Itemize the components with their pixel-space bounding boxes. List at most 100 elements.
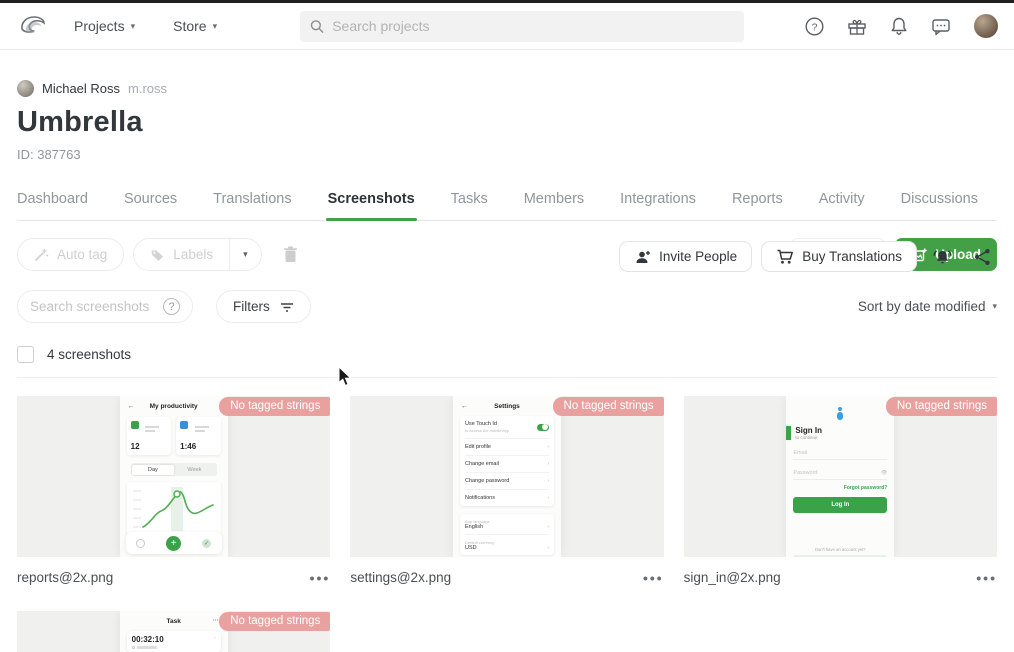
tag-icon <box>151 250 164 261</box>
card-menu-button[interactable]: ••• <box>309 569 331 586</box>
eye-icon: 👁 <box>880 470 888 476</box>
buy-translations-button[interactable]: Buy Translations <box>761 241 917 272</box>
help-icon: ? <box>805 16 824 36</box>
labels-button[interactable]: Labels <box>134 239 230 270</box>
screenshot-thumbnail[interactable]: Sign In to continue Email Password 👁 For… <box>683 396 997 557</box>
nav-projects[interactable]: Projects ▾ <box>74 18 135 34</box>
tab-tasks[interactable]: Tasks <box>450 191 488 207</box>
screenshot-filename[interactable]: reports@2x.png <box>17 570 114 585</box>
global-search[interactable] <box>300 10 744 42</box>
mock-title: Settings <box>494 403 520 410</box>
gift-icon <box>848 19 866 35</box>
screenshot-card-settings: ← Settings Use Touch Id to access the mo… <box>350 396 664 586</box>
filter-row: ? Filters Sort by date modified ▾ <box>17 290 997 323</box>
no-tagged-strings-badge: No tagged strings <box>219 612 331 631</box>
delete-button[interactable] <box>283 246 298 263</box>
messages-button[interactable] <box>931 17 951 36</box>
mock-title: Task <box>166 618 181 625</box>
search-icon <box>310 19 324 33</box>
crowdin-logo-icon[interactable] <box>16 13 46 39</box>
notifications-button[interactable] <box>890 16 908 36</box>
watch-project-button[interactable] <box>926 248 959 266</box>
labels-split-button: Labels ▾ <box>133 238 262 271</box>
top-navbar: Projects ▾ Store ▾ ? <box>0 3 1014 50</box>
chevron-down-icon: ▾ <box>243 249 248 259</box>
accent-bar <box>786 426 792 440</box>
owner-username: m.ross <box>128 81 168 96</box>
owner-avatar[interactable] <box>17 80 34 97</box>
screenshots-grid: ← My productivity 12 1:46 <box>17 396 997 652</box>
screenshot-filename[interactable]: settings@2x.png <box>350 570 452 585</box>
filters-button[interactable]: Filters <box>216 290 311 323</box>
signin-mock: Sign In to continue Email Password 👁 For… <box>786 396 895 557</box>
project-owner: Michael Ross m.ross <box>17 80 997 97</box>
sort-dropdown[interactable]: Sort by date modified ▾ <box>858 299 997 314</box>
card-menu-button[interactable]: ••• <box>642 569 664 586</box>
auto-tag-label: Auto tag <box>57 247 108 262</box>
screenshot-card-signin: Sign In to continue Email Password 👁 For… <box>683 396 997 586</box>
screenshot-count: 4 screenshots <box>47 347 132 362</box>
check-icon: ✓ <box>202 538 212 548</box>
sort-label: Sort by date modified <box>857 299 986 314</box>
search-help-icon[interactable]: ? <box>163 298 180 315</box>
screenshot-thumbnail[interactable]: Task ⋯ 00:32:10 › No tagged strings <box>17 611 331 652</box>
screenshot-filename[interactable]: sign_in@2x.png <box>683 570 781 585</box>
productivity-chart <box>126 482 221 536</box>
day-week-toggle: Day Week <box>130 463 217 476</box>
add-icon: + <box>166 535 182 551</box>
tab-integrations[interactable]: Integrations <box>620 191 696 207</box>
tab-sources[interactable]: Sources <box>123 191 178 207</box>
filter-icon <box>280 302 293 312</box>
screenshot-search[interactable]: ? <box>17 290 193 323</box>
bell-icon <box>891 17 907 35</box>
auto-tag-button[interactable]: Auto tag <box>17 238 125 271</box>
nav-store-label: Store <box>173 18 207 34</box>
login-button-mock: Log In <box>793 497 888 513</box>
invite-people-button[interactable]: Invite People <box>619 241 753 272</box>
mock-bottom-bar: + ✓ <box>125 532 222 554</box>
account-menu-button[interactable] <box>974 14 998 38</box>
help-button[interactable]: ? <box>805 16 824 36</box>
tab-members[interactable]: Members <box>523 191 585 207</box>
mock-title: My productivity <box>149 403 198 410</box>
select-all-checkbox[interactable] <box>17 346 34 363</box>
project-tabs: Dashboard Sources Translations Screensho… <box>17 191 997 221</box>
cart-icon <box>777 249 794 264</box>
card-menu-button[interactable]: ••• <box>976 569 997 586</box>
owner-name[interactable]: Michael Ross <box>42 81 121 96</box>
chevron-down-icon: ▾ <box>992 301 997 311</box>
nav-store[interactable]: Store ▾ <box>173 18 217 34</box>
invite-people-label: Invite People <box>659 249 738 264</box>
tab-screenshots[interactable]: Screenshots <box>325 191 417 221</box>
labels-label: Labels <box>173 247 214 262</box>
trash-icon <box>283 246 297 262</box>
user-avatar <box>974 14 998 38</box>
screenshot-thumbnail[interactable]: ← Settings Use Touch Id to access the mo… <box>350 396 664 557</box>
bell-ring-icon <box>933 250 952 263</box>
tab-discussions[interactable]: Discussions <box>900 191 978 207</box>
share-button[interactable] <box>968 248 997 266</box>
svg-text:?: ? <box>812 21 818 33</box>
search-projects-input[interactable] <box>332 18 734 34</box>
magic-wand-icon <box>35 249 49 261</box>
divider <box>17 377 997 378</box>
tab-dashboard[interactable]: Dashboard <box>17 191 88 207</box>
tab-translations[interactable]: Translations <box>213 191 292 207</box>
tab-reports[interactable]: Reports <box>731 191 783 207</box>
search-screenshots-input[interactable] <box>30 299 157 314</box>
screenshot-card-reports: ← My productivity 12 1:46 <box>17 396 331 586</box>
whats-new-button[interactable] <box>847 17 867 36</box>
forgot-password-link: Forgot password? <box>843 485 888 491</box>
no-tagged-strings-badge: No tagged strings <box>219 397 331 416</box>
labels-dropdown-button[interactable]: ▾ <box>229 239 261 270</box>
screenshot-thumbnail[interactable]: ← My productivity 12 1:46 <box>17 396 331 557</box>
stat-tasks: 12 <box>126 417 172 455</box>
stat-time: 1:46 <box>176 417 221 455</box>
back-arrow-icon: ← <box>460 403 468 410</box>
app-logo-icon <box>835 407 845 420</box>
tab-activity[interactable]: Activity <box>818 191 865 207</box>
more-icon: ⋯ <box>212 618 220 624</box>
project-id: ID: 387763 <box>17 147 81 162</box>
page-title: Umbrella <box>17 106 143 138</box>
chat-icon <box>932 18 950 35</box>
